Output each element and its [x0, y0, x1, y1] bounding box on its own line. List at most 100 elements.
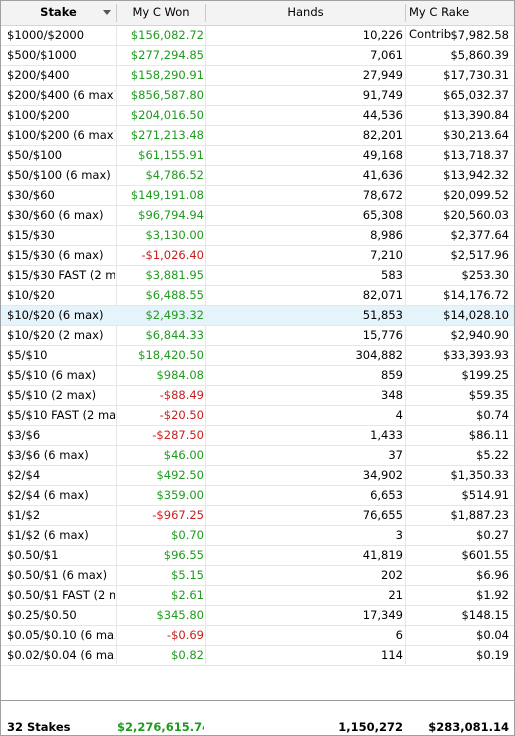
rake-cell: $0.04 [476, 628, 509, 642]
table-row[interactable]: $0.25/$0.50 $345.80 17,349 $148.15 [1, 606, 514, 626]
hands-cell: 10,226 [362, 28, 403, 42]
stake-cell: $10/$20 (2 max) [7, 328, 104, 342]
table-row[interactable]: $15/$30 $3,130.00 8,986 $2,377.64 [1, 226, 514, 246]
hands-cell: 41,636 [362, 168, 403, 182]
won-cell: $4,786.52 [145, 168, 204, 182]
column-header-hands[interactable]: Hands [287, 5, 324, 19]
rake-cell: $33,393.93 [443, 348, 509, 362]
table-row[interactable]: $5/$10 FAST (2 max) -$20.50 4 $0.74 [1, 406, 514, 426]
rake-cell: $514.91 [461, 488, 509, 502]
table-row[interactable]: $100/$200 $204,016.50 44,536 $13,390.84 [1, 106, 514, 126]
stake-cell: $15/$30 (6 max) [7, 248, 104, 262]
hands-cell: 304,882 [355, 348, 403, 362]
rake-cell: $5.22 [476, 448, 509, 462]
stake-cell: $500/$1000 [7, 48, 77, 62]
stake-cell: $0.25/$0.50 [7, 608, 77, 622]
hands-cell: 3 [395, 528, 403, 542]
rake-cell: $5,860.39 [450, 48, 509, 62]
table-row[interactable]: $5/$10 (2 max) -$88.49 348 $59.35 [1, 386, 514, 406]
stake-cell: $3/$6 (6 max) [7, 448, 89, 462]
rake-cell: $253.30 [461, 268, 509, 282]
won-cell: $18,420.50 [138, 348, 204, 362]
hands-cell: 114 [381, 648, 403, 662]
table-row[interactable]: $1/$2 (6 max) $0.70 3 $0.27 [1, 526, 514, 546]
total-hands: 1,150,272 [338, 720, 403, 734]
stake-cell: $30/$60 (6 max) [7, 208, 104, 222]
won-cell: $0.70 [171, 528, 204, 542]
table-row[interactable]: $15/$30 FAST (2 max $3,881.95 583 $253.30 [1, 266, 514, 286]
column-header-rake[interactable]: My C Rake Contrib [409, 5, 470, 41]
totals-row: 32 Stakes $2,276,615.74 1,150,272 $283,0… [1, 718, 514, 736]
hands-cell: 8,986 [370, 228, 403, 242]
table-row[interactable]: $50/$100 $61,155.91 49,168 $13,718.37 [1, 146, 514, 166]
table-row[interactable]: $30/$60 $149,191.08 78,672 $20,099.52 [1, 186, 514, 206]
table-row[interactable]: $3/$6 (6 max) $46.00 37 $5.22 [1, 446, 514, 466]
stake-cell: $1/$2 (6 max) [7, 528, 89, 542]
footer-divider [1, 700, 514, 701]
rake-cell: $13,942.32 [443, 168, 509, 182]
table-row[interactable]: $50/$100 (6 max) $4,786.52 41,636 $13,942.3… [1, 166, 514, 186]
table-row[interactable]: $100/$200 (6 max) $271,213.48 82,201 $30,21… [1, 126, 514, 146]
stake-cell: $10/$20 [7, 288, 55, 302]
table-row[interactable]: $30/$60 (6 max) $96,794.94 65,308 $20,560.0… [1, 206, 514, 226]
won-cell: -$1,026.40 [141, 248, 204, 262]
stake-cell: $0.50/$1 [7, 548, 59, 562]
table-row[interactable]: $0.02/$0.04 (6 max) $0.82 114 $0.19 [1, 646, 514, 666]
won-cell: $856,587.80 [130, 88, 204, 102]
rake-cell: $14,028.10 [443, 308, 509, 322]
table-row[interactable]: $200/$400 (6 max) $856,587.80 91,749 $65,03… [1, 86, 514, 106]
stake-cell: $100/$200 [7, 108, 70, 122]
rake-cell: $59.35 [468, 388, 509, 402]
rake-cell: $0.27 [476, 528, 509, 542]
column-divider[interactable] [405, 4, 406, 22]
sort-descending-icon[interactable] [103, 10, 111, 15]
column-divider[interactable] [116, 4, 117, 22]
stake-cell: $15/$30 [7, 228, 55, 242]
table-row[interactable]: $5/$10 (6 max) $984.08 859 $199.25 [1, 366, 514, 386]
hands-cell: 15,776 [362, 328, 403, 342]
hands-cell: 41,819 [362, 548, 403, 562]
table-row[interactable]: $500/$1000 $277,294.85 7,061 $5,860.39 [1, 46, 514, 66]
table-row[interactable]: $0.05/$0.10 (6 max) -$0.69 6 $0.04 [1, 626, 514, 646]
rake-cell: $2,940.90 [450, 328, 509, 342]
won-cell: $204,016.50 [130, 108, 204, 122]
column-divider[interactable] [205, 4, 206, 22]
rake-cell: $2,377.64 [450, 228, 509, 242]
column-header-won[interactable]: My C Won [132, 5, 190, 19]
won-cell: $984.08 [156, 368, 204, 382]
hands-cell: 27,949 [362, 68, 403, 82]
table-row[interactable]: $0.50/$1 $96.55 41,819 $601.55 [1, 546, 514, 566]
hands-cell: 44,536 [362, 108, 403, 122]
won-cell: $5.15 [171, 568, 204, 582]
table-row[interactable]: $0.50/$1 FAST (2 ma $2.61 21 $1.92 [1, 586, 514, 606]
rake-cell: $13,390.84 [443, 108, 509, 122]
rake-cell: $7,982.58 [450, 28, 509, 42]
rake-cell: $86.11 [468, 428, 509, 442]
won-cell: $149,191.08 [130, 188, 204, 202]
table-row[interactable]: $0.50/$1 (6 max) $5.15 202 $6.96 [1, 566, 514, 586]
won-cell: $3,130.00 [145, 228, 204, 242]
table-row[interactable]: $10/$20 $6,488.55 82,071 $14,176.72 [1, 286, 514, 306]
won-cell: $6,844.33 [145, 328, 204, 342]
table-row[interactable]: $3/$6 -$287.50 1,433 $86.11 [1, 426, 514, 446]
table-row[interactable]: $1000/$2000 $156,082.72 10,226 $7,982.58 [1, 26, 514, 46]
table-row[interactable]: $10/$20 (6 max) $2,493.32 51,853 $14,028.10 [1, 306, 514, 326]
table-row[interactable]: $10/$20 (2 max) $6,844.33 15,776 $2,940.90 [1, 326, 514, 346]
stake-cell: $3/$6 [7, 428, 41, 442]
table-row[interactable]: $5/$10 $18,420.50 304,882 $33,393.93 [1, 346, 514, 366]
rake-cell: $14,176.72 [443, 288, 509, 302]
table-row[interactable]: $200/$400 $158,290.91 27,949 $17,730.31 [1, 66, 514, 86]
hands-cell: 76,655 [362, 508, 403, 522]
hands-cell: 65,308 [362, 208, 403, 222]
column-header-stake[interactable]: Stake [40, 5, 77, 19]
table-row[interactable]: $2/$4 (6 max) $359.00 6,653 $514.91 [1, 486, 514, 506]
table-row[interactable]: $1/$2 -$967.25 76,655 $1,887.23 [1, 506, 514, 526]
won-cell: $2,493.32 [145, 308, 204, 322]
rake-cell: $30,213.64 [443, 128, 509, 142]
table-row[interactable]: $2/$4 $492.50 34,902 $1,350.33 [1, 466, 514, 486]
rake-cell: $13,718.37 [443, 148, 509, 162]
table-row[interactable]: $15/$30 (6 max) -$1,026.40 7,210 $2,517.96 [1, 246, 514, 266]
stake-cell: $2/$4 [7, 468, 41, 482]
won-cell: $96.55 [163, 548, 204, 562]
won-cell: $271,213.48 [130, 128, 204, 142]
